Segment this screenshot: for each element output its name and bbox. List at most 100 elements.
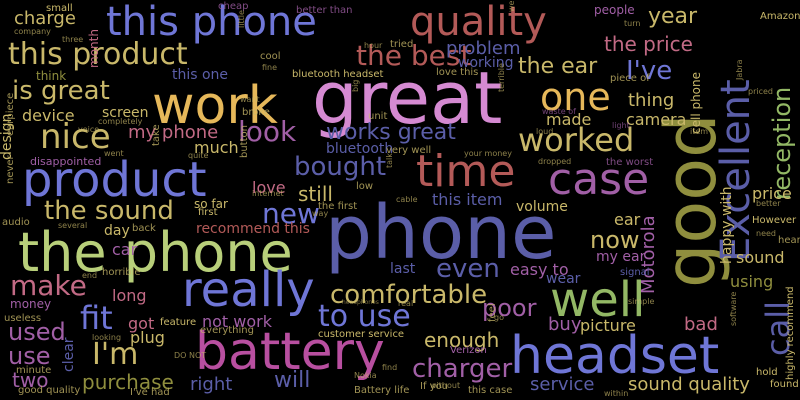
word-signal: signal bbox=[620, 267, 650, 278]
word-verizon: Verizon bbox=[450, 345, 487, 356]
word-internet: internet bbox=[252, 189, 284, 198]
word-disappointed: disappointed bbox=[30, 155, 102, 168]
word-fit: fit bbox=[80, 299, 113, 337]
word-ive-had: I've had bbox=[130, 387, 170, 398]
word-week: week bbox=[507, 0, 516, 12]
word-poor: poor bbox=[482, 294, 537, 322]
word-cable: cable bbox=[396, 195, 418, 204]
word-im: I'm bbox=[92, 337, 139, 372]
word-not-work: not work bbox=[202, 312, 273, 331]
word-is-great: is great bbox=[12, 76, 110, 106]
word-feature: feature bbox=[160, 317, 197, 328]
word-your-money: your money bbox=[464, 149, 512, 158]
word-my-phone: my phone bbox=[128, 122, 219, 143]
word-well: well bbox=[550, 272, 646, 328]
word-way: way bbox=[312, 209, 329, 218]
word-low: low bbox=[356, 181, 374, 192]
word-recommend-this: recommend this bbox=[196, 221, 310, 237]
word-company: company bbox=[14, 27, 51, 36]
word-use: use bbox=[8, 342, 51, 370]
word-want: want bbox=[240, 95, 260, 104]
word-camera: camera bbox=[626, 110, 687, 129]
word-great: great bbox=[312, 56, 503, 140]
word-tried: tried bbox=[390, 39, 414, 50]
word-customer-service: customer service bbox=[318, 329, 405, 340]
word-need: need bbox=[756, 229, 776, 238]
word-much: much bbox=[194, 138, 239, 157]
word-light: light bbox=[612, 121, 630, 130]
word-piece-of: piece of bbox=[610, 73, 650, 84]
word-amazon: Amazon bbox=[760, 11, 800, 22]
word-earpiece: earpiece bbox=[5, 92, 16, 136]
word-jabra: Jabra bbox=[735, 59, 744, 80]
word-the-price: the price bbox=[604, 32, 693, 56]
word-think: think bbox=[36, 69, 67, 83]
word-money: money bbox=[10, 297, 52, 311]
word-phone: phone bbox=[325, 190, 557, 276]
word-completely: completely bbox=[98, 117, 143, 126]
word-so-far: so far bbox=[194, 197, 228, 211]
word-this-case: this case bbox=[468, 385, 513, 396]
word-item: item bbox=[690, 127, 709, 136]
word-volume: volume bbox=[516, 199, 568, 215]
word-bad: bad bbox=[684, 314, 718, 335]
word-even: even bbox=[436, 254, 500, 284]
word-loud: loud bbox=[536, 127, 554, 136]
word-problem: problem bbox=[446, 38, 521, 59]
word-never: never bbox=[5, 155, 16, 184]
word-end: end bbox=[82, 271, 98, 280]
word-real: real bbox=[398, 299, 414, 308]
word-the-phone: the phone bbox=[18, 221, 293, 284]
word-one: one bbox=[540, 75, 611, 119]
word-now: now bbox=[590, 226, 640, 254]
word-works-great: works great bbox=[326, 120, 456, 145]
word-love-this: love this bbox=[436, 67, 479, 78]
word-case: case bbox=[548, 154, 650, 205]
word-sound: sound bbox=[736, 248, 785, 267]
word-last: last bbox=[390, 261, 416, 277]
word-dropped: dropped bbox=[538, 157, 572, 166]
word-button: button bbox=[239, 125, 250, 158]
word-voice: voice bbox=[78, 125, 100, 134]
word-ear: ear bbox=[614, 210, 641, 229]
word-picture: picture bbox=[580, 316, 636, 335]
word-car: car bbox=[112, 240, 138, 259]
word-first: first bbox=[198, 207, 218, 218]
word-using: using bbox=[730, 272, 774, 291]
word-hear: hear bbox=[778, 235, 800, 246]
word-buy: buy bbox=[548, 314, 582, 335]
word-battery: battery bbox=[195, 322, 385, 382]
word-ive: I've bbox=[626, 56, 673, 86]
word-useless: useless bbox=[4, 313, 42, 324]
word-the-ear: the ear bbox=[518, 54, 598, 79]
word-take: take bbox=[151, 124, 162, 146]
word-bluetooth-headset: bluetooth headset bbox=[292, 69, 384, 80]
word-still: still bbox=[298, 182, 333, 206]
word-worked: worked bbox=[518, 121, 635, 159]
word-thing: thing bbox=[628, 90, 675, 111]
word-priced: priced bbox=[748, 87, 773, 96]
word-however: However bbox=[752, 215, 797, 226]
word-unit: unit bbox=[368, 111, 388, 122]
word-new: new bbox=[262, 197, 320, 230]
word-people: people bbox=[594, 3, 635, 17]
word-happy-with: happy with bbox=[719, 186, 735, 264]
word-month: month bbox=[87, 29, 101, 68]
word-look: look bbox=[238, 115, 297, 148]
word-two: two bbox=[12, 368, 49, 392]
word-horrible: horrible bbox=[102, 267, 141, 278]
word-cell-phone: cell phone bbox=[689, 71, 703, 134]
word-this-item: this item bbox=[432, 190, 503, 209]
word-day: day bbox=[104, 223, 130, 239]
word-better: better bbox=[756, 199, 781, 208]
word-cheap: cheap bbox=[218, 1, 249, 12]
word-purchase: purchase bbox=[82, 370, 174, 394]
word-this-phone: this phone bbox=[106, 0, 317, 45]
word-this-product: this product bbox=[8, 37, 188, 72]
word-plug: plug bbox=[130, 328, 165, 347]
word-easy-to: easy to bbox=[510, 260, 569, 279]
word-sound-quality: sound quality bbox=[628, 374, 750, 395]
word-made: made bbox=[546, 110, 592, 129]
word-make: make bbox=[10, 269, 87, 302]
word-everything: everything bbox=[200, 325, 254, 336]
